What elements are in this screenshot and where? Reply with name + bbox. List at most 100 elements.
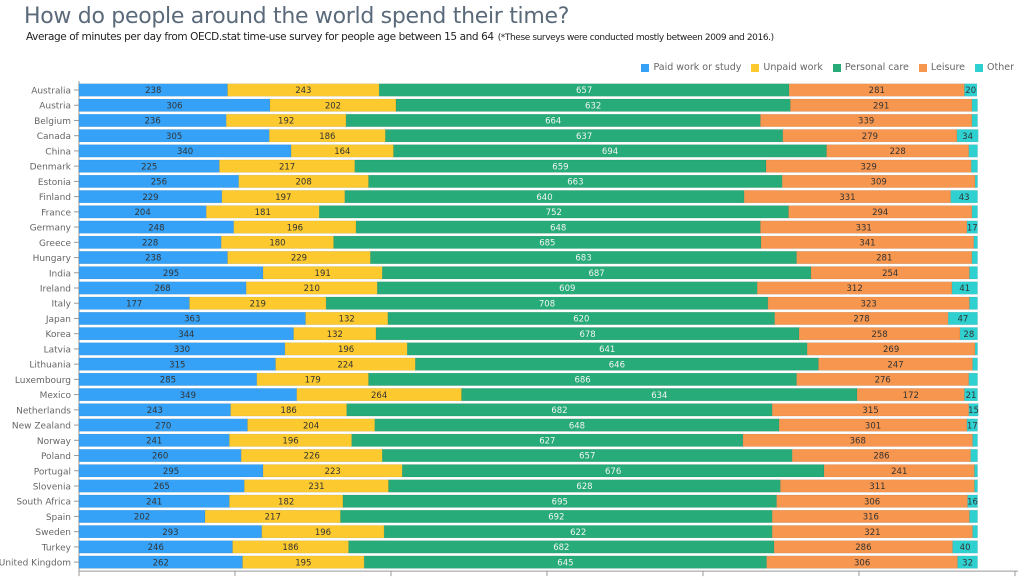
bar-segment xyxy=(780,479,975,493)
data-label: 197 xyxy=(275,193,291,203)
bar-segment xyxy=(968,144,978,158)
y-tick-label: Germany xyxy=(30,224,72,234)
data-label: 708 xyxy=(539,299,555,309)
y-tick-label: Korea xyxy=(45,330,71,340)
data-label: 236 xyxy=(145,117,161,127)
legend: Paid work or study Unpaid work Personal … xyxy=(641,62,1014,73)
subtitle-text: Average of minutes per day from OECD.sta… xyxy=(26,31,494,43)
data-label: 132 xyxy=(327,330,343,340)
bar-segment xyxy=(974,342,978,356)
data-label: 323 xyxy=(861,299,877,309)
data-label: 349 xyxy=(180,391,196,401)
data-label: 196 xyxy=(287,223,303,233)
data-label: 687 xyxy=(588,269,604,279)
chart-subtitle: Average of minutes per day from OECD.sta… xyxy=(26,31,774,43)
y-tick-label: Slovenia xyxy=(33,482,71,492)
data-label: 186 xyxy=(319,132,335,142)
data-label: 341 xyxy=(859,239,875,249)
data-label: 663 xyxy=(567,178,583,188)
bar-segment xyxy=(959,327,978,341)
y-tick-label: Sweden xyxy=(35,528,71,538)
bar-segment xyxy=(957,555,978,569)
data-label: 311 xyxy=(869,482,885,492)
y-tick-label: China xyxy=(45,147,71,157)
legend-item-paid-work[interactable]: Paid work or study xyxy=(641,62,741,73)
data-label: 265 xyxy=(154,482,170,492)
data-label: 294 xyxy=(872,208,888,218)
y-tick-label: Belgium xyxy=(34,117,71,127)
bar-segment xyxy=(245,281,378,295)
data-label: 306 xyxy=(854,558,870,568)
legend-label: Paid work or study xyxy=(653,62,742,73)
data-label: 248 xyxy=(148,223,164,233)
bar-segment xyxy=(971,159,978,173)
bar-segment xyxy=(377,281,758,295)
data-label: 329 xyxy=(861,162,877,172)
data-label: 309 xyxy=(871,178,887,188)
legend-swatch xyxy=(641,63,650,72)
bar-segment xyxy=(781,174,976,188)
data-label: 664 xyxy=(545,117,561,127)
data-label: 195 xyxy=(295,558,311,568)
bar-segment xyxy=(972,357,978,371)
y-tick-label: Hungary xyxy=(33,254,72,264)
data-label: 330 xyxy=(174,345,190,355)
data-label: 281 xyxy=(876,254,892,264)
data-label: 315 xyxy=(862,406,878,416)
data-label: 229 xyxy=(291,254,307,264)
data-label: 196 xyxy=(315,528,331,538)
data-label: 256 xyxy=(151,178,167,188)
data-label: 202 xyxy=(325,101,341,111)
data-label: 47 xyxy=(957,315,968,325)
y-tick-label: Greece xyxy=(39,239,71,249)
data-label: 238 xyxy=(145,86,161,96)
data-label: 291 xyxy=(873,101,889,111)
data-label: 683 xyxy=(575,254,591,264)
data-label: 228 xyxy=(142,239,158,249)
data-label: 258 xyxy=(871,330,887,340)
data-label: 243 xyxy=(295,86,311,96)
data-label: 686 xyxy=(574,376,590,386)
data-label: 260 xyxy=(152,452,168,462)
y-tick-label: Norway xyxy=(37,437,72,447)
legend-item-leisure[interactable]: Leisure xyxy=(918,62,965,73)
bar-segment xyxy=(970,449,978,463)
data-label: 285 xyxy=(160,376,176,386)
data-label: 321 xyxy=(864,528,880,538)
data-label: 305 xyxy=(166,132,182,142)
data-label: 268 xyxy=(154,284,170,294)
y-tick-label: Denmark xyxy=(30,163,72,173)
bar-segment xyxy=(966,418,978,432)
bar-segment xyxy=(947,311,978,325)
legend-item-personal-care[interactable]: Personal care xyxy=(832,62,909,73)
data-label: 685 xyxy=(539,239,555,249)
data-label: 34 xyxy=(962,132,973,142)
data-label: 682 xyxy=(551,406,567,416)
data-label: 278 xyxy=(853,315,869,325)
bar-segment xyxy=(345,113,761,127)
y-tick-label: Ireland xyxy=(40,284,71,294)
chart-title: How do people around the world spend the… xyxy=(24,4,570,29)
data-label: 262 xyxy=(153,558,169,568)
legend-label: Unpaid work xyxy=(763,62,823,73)
bar-segment xyxy=(967,494,978,508)
data-label: 270 xyxy=(155,421,171,431)
data-label: 186 xyxy=(281,406,297,416)
legend-item-other[interactable]: Other xyxy=(975,62,1014,73)
data-label: 363 xyxy=(184,315,200,325)
data-label: 648 xyxy=(569,421,585,431)
bar-segment xyxy=(78,342,286,356)
data-label: 657 xyxy=(576,86,592,96)
data-label: 219 xyxy=(250,299,266,309)
legend-item-unpaid-work[interactable]: Unpaid work xyxy=(751,62,823,73)
data-label: 286 xyxy=(855,543,871,553)
data-label: 243 xyxy=(147,406,163,416)
data-label: 295 xyxy=(163,467,179,477)
bar-segment xyxy=(344,190,745,204)
data-label: 21 xyxy=(966,391,977,401)
data-label: 628 xyxy=(576,482,592,492)
data-label: 641 xyxy=(599,345,615,355)
data-label: 312 xyxy=(847,284,863,294)
y-tick-label: Latvia xyxy=(44,345,71,355)
y-tick-label: Mexico xyxy=(40,391,72,401)
